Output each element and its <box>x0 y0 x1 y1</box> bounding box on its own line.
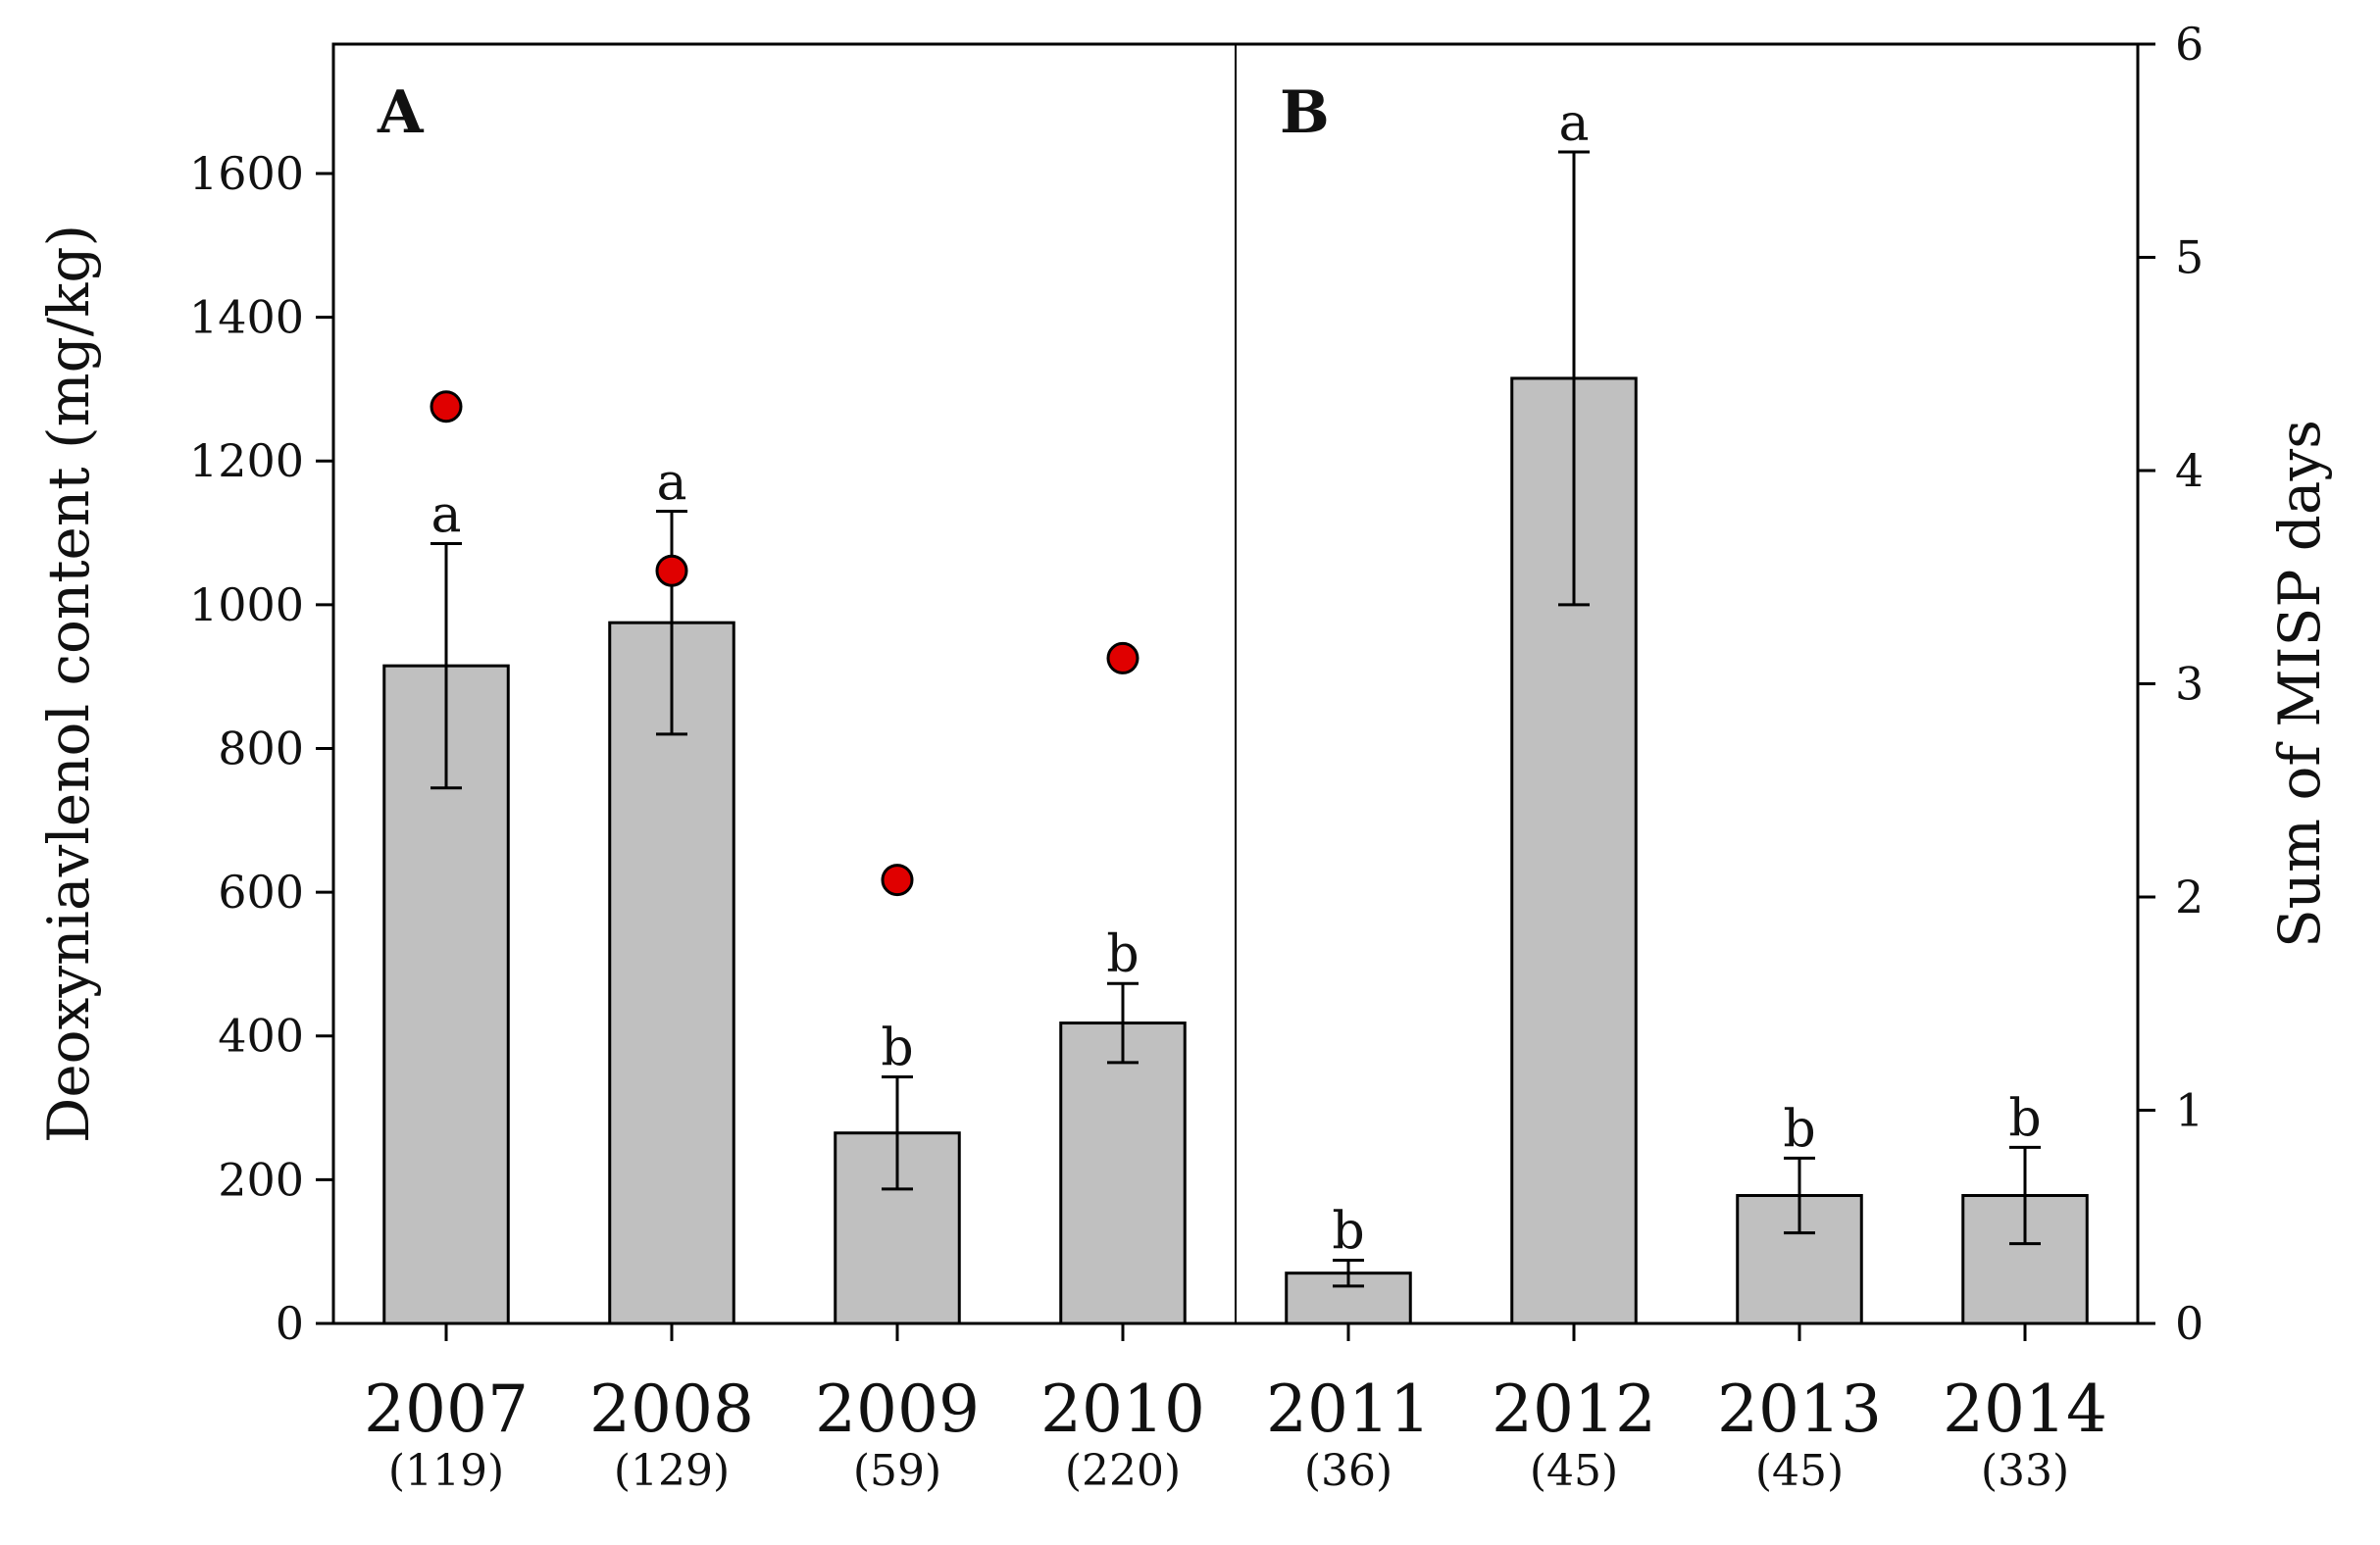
bar-2008 <box>608 621 735 1325</box>
misp-point-2010 <box>1106 641 1139 674</box>
significance-2009: b <box>881 1020 913 1078</box>
sample-size-2008: (129) <box>614 1446 730 1496</box>
significance-2014: b <box>2008 1089 2041 1148</box>
significance-2010: b <box>1106 925 1139 984</box>
significance-2008: a <box>656 454 686 513</box>
y-tick-label: 1600 <box>189 147 304 200</box>
significance-2013: b <box>1783 1100 1815 1159</box>
y-axis-title: Deoxyniavlenol content (mg/kg) <box>35 224 102 1143</box>
y2-tick-label: 5 <box>2175 231 2203 284</box>
y2-tick-label: 4 <box>2175 444 2203 497</box>
y2-tick-label: 1 <box>2175 1084 2203 1137</box>
x-tick-label-2009: 2009 <box>815 1371 980 1447</box>
y-tick-label: 200 <box>218 1153 304 1206</box>
misp-point-2008 <box>655 554 688 587</box>
y-tick-label: 1400 <box>189 291 304 344</box>
misp-points-layer <box>430 390 1139 897</box>
y2-tick-label: 0 <box>2175 1297 2203 1350</box>
y2-tick-label: 2 <box>2175 871 2203 923</box>
y2-axis-title: Sum of MISP days <box>2266 420 2333 948</box>
x-tick-label-2014: 2014 <box>1943 1371 2107 1447</box>
y-tick-label: 1000 <box>189 578 304 631</box>
bar-2010 <box>1059 1022 1187 1325</box>
sample-size-2010: (220) <box>1065 1446 1181 1496</box>
y-tick-label: 0 <box>276 1297 304 1350</box>
x-tick-label-2007: 2007 <box>364 1371 529 1447</box>
y-tick-label: 800 <box>218 722 304 774</box>
x-tick-label-2010: 2010 <box>1040 1371 1205 1447</box>
x-tick-label-2011: 2011 <box>1266 1371 1431 1447</box>
significance-2012: a <box>1558 94 1589 153</box>
y2-tick-label: 6 <box>2175 18 2203 71</box>
y-tick-label: 400 <box>218 1010 304 1063</box>
sample-size-2013: (45) <box>1755 1446 1844 1496</box>
y2-tick-label: 3 <box>2175 658 2203 711</box>
significance-2007: a <box>430 486 461 545</box>
sample-size-2014: (33) <box>1981 1446 2069 1496</box>
x-tick-label-2008: 2008 <box>589 1371 754 1447</box>
misp-point-2007 <box>430 390 463 424</box>
sample-size-2009: (59) <box>853 1446 941 1496</box>
panel-label-b: B <box>1280 78 1330 147</box>
significance-2011: b <box>1332 1202 1364 1261</box>
x-tick-label-2012: 2012 <box>1492 1371 1656 1447</box>
sample-size-2011: (36) <box>1304 1446 1393 1496</box>
misp-point-2009 <box>881 864 914 897</box>
panel-label-a: A <box>377 78 425 147</box>
y-tick-label: 600 <box>218 866 304 919</box>
y-tick-label: 1200 <box>189 434 304 487</box>
labels-layer: A Ba 2007(119) a 2008(129) b 2009(59) b 2010(220… <box>364 78 2107 1496</box>
sample-size-2007: (119) <box>388 1446 504 1496</box>
axes-layer: 0 200 400 600 800 1000 1200 1400 1600 0 1 2 3 4 5 6 Deox… <box>35 18 2333 1350</box>
sample-size-2012: (45) <box>1530 1446 1618 1496</box>
x-tick-label-2013: 2013 <box>1717 1371 1882 1447</box>
error-bars-layer <box>430 150 2041 1288</box>
